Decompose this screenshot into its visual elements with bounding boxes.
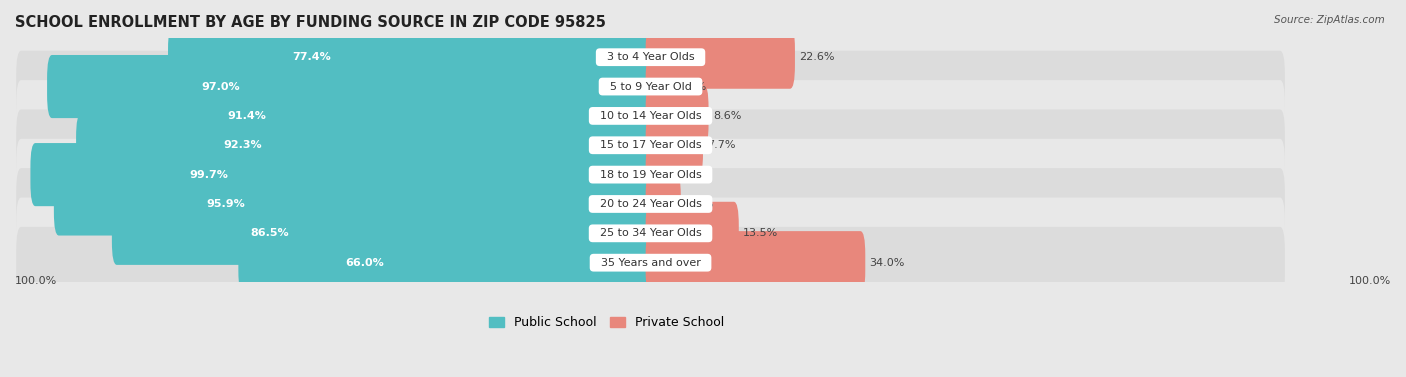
FancyBboxPatch shape — [76, 114, 655, 177]
Text: 8.6%: 8.6% — [713, 111, 741, 121]
Text: 86.5%: 86.5% — [250, 228, 288, 238]
FancyBboxPatch shape — [169, 26, 655, 89]
Text: 77.4%: 77.4% — [292, 52, 330, 62]
Text: 18 to 19 Year Olds: 18 to 19 Year Olds — [593, 170, 709, 179]
FancyBboxPatch shape — [645, 26, 794, 89]
FancyBboxPatch shape — [82, 84, 655, 147]
Text: 100.0%: 100.0% — [1348, 276, 1391, 286]
FancyBboxPatch shape — [645, 172, 681, 236]
FancyBboxPatch shape — [239, 231, 655, 294]
Text: 22.6%: 22.6% — [799, 52, 835, 62]
FancyBboxPatch shape — [46, 55, 655, 118]
Text: 97.0%: 97.0% — [201, 81, 240, 92]
Text: 0.33%: 0.33% — [662, 170, 697, 179]
Text: 95.9%: 95.9% — [207, 199, 246, 209]
Text: 3.0%: 3.0% — [678, 81, 707, 92]
Text: 34.0%: 34.0% — [869, 258, 905, 268]
Text: 13.5%: 13.5% — [744, 228, 779, 238]
FancyBboxPatch shape — [17, 109, 1285, 181]
Text: 10 to 14 Year Olds: 10 to 14 Year Olds — [593, 111, 709, 121]
FancyBboxPatch shape — [645, 202, 738, 265]
FancyBboxPatch shape — [31, 143, 655, 206]
FancyBboxPatch shape — [17, 51, 1285, 123]
FancyBboxPatch shape — [17, 80, 1285, 152]
FancyBboxPatch shape — [112, 202, 655, 265]
FancyBboxPatch shape — [645, 231, 865, 294]
Text: 3 to 4 Year Olds: 3 to 4 Year Olds — [600, 52, 702, 62]
FancyBboxPatch shape — [17, 198, 1285, 269]
Text: SCHOOL ENROLLMENT BY AGE BY FUNDING SOURCE IN ZIP CODE 95825: SCHOOL ENROLLMENT BY AGE BY FUNDING SOUR… — [15, 15, 606, 30]
Legend: Public School, Private School: Public School, Private School — [489, 316, 724, 329]
Text: 5 to 9 Year Old: 5 to 9 Year Old — [603, 81, 699, 92]
FancyBboxPatch shape — [17, 227, 1285, 299]
Text: 4.1%: 4.1% — [685, 199, 713, 209]
Text: Source: ZipAtlas.com: Source: ZipAtlas.com — [1274, 15, 1385, 25]
Text: 25 to 34 Year Olds: 25 to 34 Year Olds — [593, 228, 709, 238]
Text: 66.0%: 66.0% — [344, 258, 384, 268]
FancyBboxPatch shape — [17, 21, 1285, 93]
Text: 99.7%: 99.7% — [190, 170, 228, 179]
Text: 35 Years and over: 35 Years and over — [593, 258, 707, 268]
Text: 100.0%: 100.0% — [15, 276, 58, 286]
FancyBboxPatch shape — [645, 114, 703, 177]
Text: 91.4%: 91.4% — [228, 111, 267, 121]
FancyBboxPatch shape — [645, 55, 673, 118]
Text: 92.3%: 92.3% — [224, 140, 262, 150]
Text: 15 to 17 Year Olds: 15 to 17 Year Olds — [593, 140, 709, 150]
FancyBboxPatch shape — [645, 84, 709, 147]
FancyBboxPatch shape — [645, 143, 658, 206]
Text: 20 to 24 Year Olds: 20 to 24 Year Olds — [592, 199, 709, 209]
FancyBboxPatch shape — [17, 139, 1285, 210]
FancyBboxPatch shape — [17, 168, 1285, 240]
Text: 7.7%: 7.7% — [707, 140, 735, 150]
FancyBboxPatch shape — [53, 172, 655, 236]
